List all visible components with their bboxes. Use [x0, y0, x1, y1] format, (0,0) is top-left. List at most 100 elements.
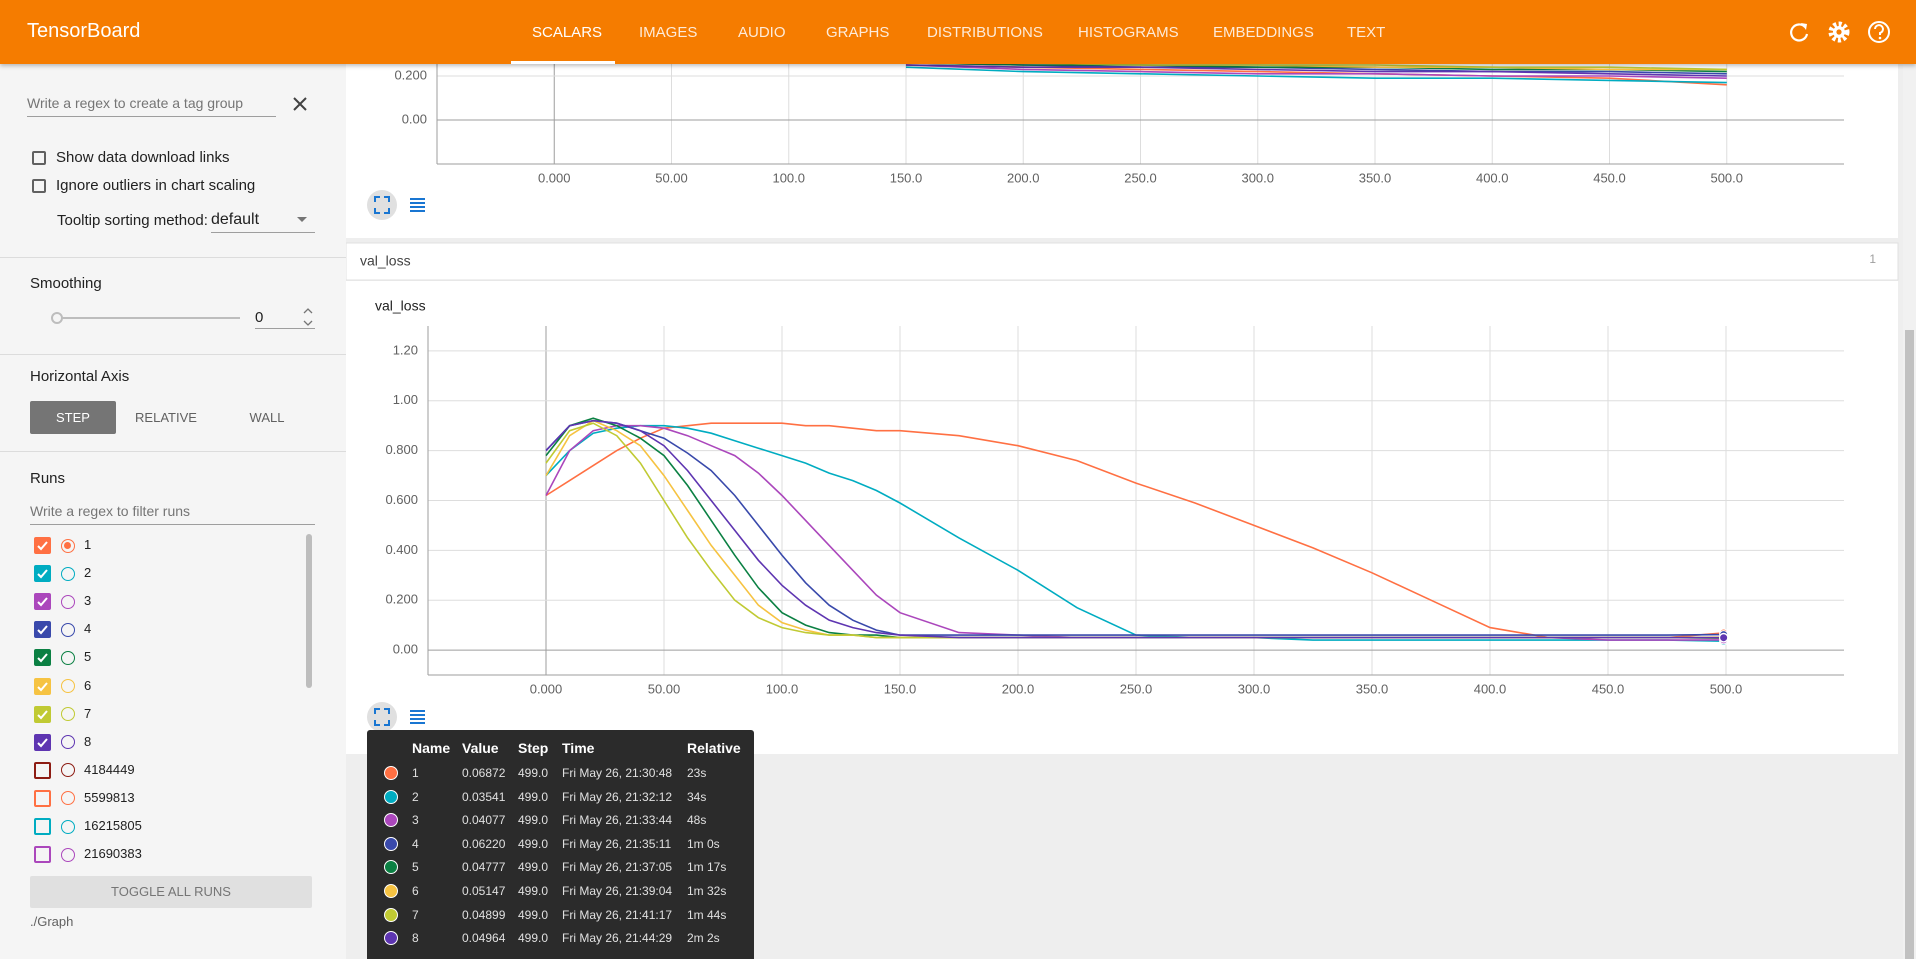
spinner[interactable] [303, 307, 313, 327]
clear-button[interactable] [292, 96, 308, 112]
smoothing-input[interactable]: 0 [255, 309, 264, 326]
run-color-dot [384, 836, 398, 851]
run-checkbox[interactable] [34, 818, 51, 835]
run-color-radio[interactable] [61, 791, 75, 806]
tooltip-cell: 2 [412, 789, 419, 804]
tooltip-cell: 0.04777 [462, 860, 506, 875]
tooltip-cell: 1m 17s [687, 860, 727, 875]
run-color-radio[interactable] [61, 819, 75, 834]
separator [0, 257, 346, 258]
run-checkbox[interactable] [34, 733, 51, 751]
x-tick-label: 250.0 [1120, 681, 1153, 696]
x-tick-label: 350.0 [1359, 170, 1392, 185]
run-checkbox[interactable] [34, 761, 51, 779]
nav-tab[interactable]: DISTRIBUTIONS [927, 24, 1043, 41]
axis-button[interactable]: RELATIVE [135, 410, 197, 425]
y-tick-label: 0.600 [385, 492, 418, 507]
dropdown-arrow[interactable] [297, 216, 309, 224]
x-tick-label: 0.000 [538, 170, 571, 185]
run-name: 6 [84, 677, 92, 693]
nav-tab[interactable]: AUDIO [738, 24, 786, 41]
data-table-button[interactable] [410, 710, 425, 724]
app-title: TensorBoard [27, 20, 141, 42]
settings-button[interactable] [1828, 21, 1850, 43]
slider-knob[interactable] [51, 312, 63, 324]
tooltip-cell: Fri May 26, 21:37:05 [562, 860, 673, 875]
runs-scrollbar[interactable] [306, 534, 312, 688]
axis-button[interactable]: STEP [30, 401, 116, 434]
fullscreen-button[interactable] [367, 702, 397, 732]
run-name: 16215805 [84, 818, 142, 833]
run-color-dot [384, 860, 398, 875]
nav-tab[interactable]: IMAGES [639, 24, 698, 41]
reload-button[interactable] [1790, 23, 1809, 42]
toggle-runs-button[interactable]: TOGGLE ALL RUNS [30, 876, 312, 908]
nav-tab[interactable]: SCALARS [532, 24, 603, 41]
top-bar: TensorBoard SCALARS IMAGES AUDIO GRAPHS DIST… [0, 0, 1916, 64]
y-tick-label: 1.00 [393, 392, 418, 407]
run-checkbox[interactable] [34, 846, 51, 864]
run-color-radio[interactable] [61, 707, 75, 722]
tooltip-cell: 8 [412, 931, 419, 946]
run-color-radio[interactable] [61, 566, 75, 581]
tag-group-header[interactable] [345, 242, 1899, 281]
run-color-radio[interactable] [61, 650, 75, 665]
run-checkbox[interactable] [34, 621, 51, 639]
nav-tab[interactable]: GRAPHS [826, 24, 890, 41]
run-checkbox[interactable] [34, 565, 51, 583]
check-icon [37, 569, 48, 579]
check-icon [37, 681, 48, 691]
tag-regex-input[interactable]: Write a regex to create a tag group [27, 95, 244, 111]
tooltip-cell: 499.0 [518, 766, 549, 780]
x-tick-label: 0.000 [530, 681, 563, 696]
run-color-radio[interactable] [61, 763, 75, 778]
y-tick-label: 0.200 [385, 592, 418, 607]
tooltip-cell: 499.0 [518, 860, 549, 875]
nav-tab[interactable]: HISTOGRAMS [1078, 24, 1179, 41]
tooltip-column-header: Value [462, 740, 499, 756]
run-checkbox[interactable] [34, 649, 51, 667]
run-color-dot [384, 907, 398, 922]
x-tick-label: 450.0 [1593, 170, 1626, 185]
run-checkbox[interactable] [34, 789, 51, 807]
run-name: 21690383 [84, 846, 142, 862]
run-name: 8 [84, 733, 92, 749]
data-table-button[interactable] [410, 198, 425, 212]
section-label: Horizontal Axis [30, 368, 130, 385]
run-color-radio[interactable] [61, 847, 75, 862]
run-name: 5599813 [84, 789, 135, 805]
run-checkbox[interactable] [34, 705, 51, 723]
checkbox[interactable] [32, 179, 46, 193]
slider-track [57, 317, 240, 319]
runs-filter-input[interactable]: Write a regex to filter runs [30, 503, 191, 519]
help-button[interactable] [1868, 21, 1890, 43]
run-color-radio[interactable] [61, 679, 75, 693]
run-checkbox[interactable] [34, 593, 51, 611]
axis-button[interactable]: WALL [249, 410, 285, 425]
run-color-radio[interactable] [61, 594, 75, 609]
run-checkbox[interactable] [34, 537, 51, 554]
run-color-radio[interactable] [61, 622, 75, 637]
nav-tab[interactable]: EMBEDDINGS [1213, 24, 1314, 41]
fullscreen-button[interactable] [367, 190, 397, 220]
nav-tab[interactable]: TEXT [1347, 24, 1386, 41]
run-color-dot [384, 789, 398, 804]
run-checkbox[interactable] [34, 677, 51, 695]
run-color-radio[interactable] [61, 735, 75, 750]
dropdown-value[interactable]: default [211, 211, 260, 228]
tooltip-cell: Fri May 26, 21:30:48 [562, 766, 673, 780]
check-icon [37, 738, 48, 748]
tooltip-cell: 1m 32s [687, 884, 727, 898]
tooltip-cell: 499.0 [518, 789, 549, 804]
tooltip-cell: 2m 2s [687, 931, 720, 946]
checkbox[interactable] [32, 151, 46, 165]
input-underline [30, 524, 315, 525]
run-name: 4 [84, 621, 92, 637]
tooltip-cell: 0.04077 [462, 813, 506, 828]
scrollbar-thumb[interactable] [1905, 330, 1914, 959]
run-color-dot [384, 884, 398, 898]
x-tick-label: 300.0 [1238, 681, 1271, 696]
run-color-radio[interactable] [61, 538, 75, 553]
tooltip-cell: 0.05147 [462, 884, 506, 898]
tooltip-cell: 499.0 [518, 836, 549, 851]
